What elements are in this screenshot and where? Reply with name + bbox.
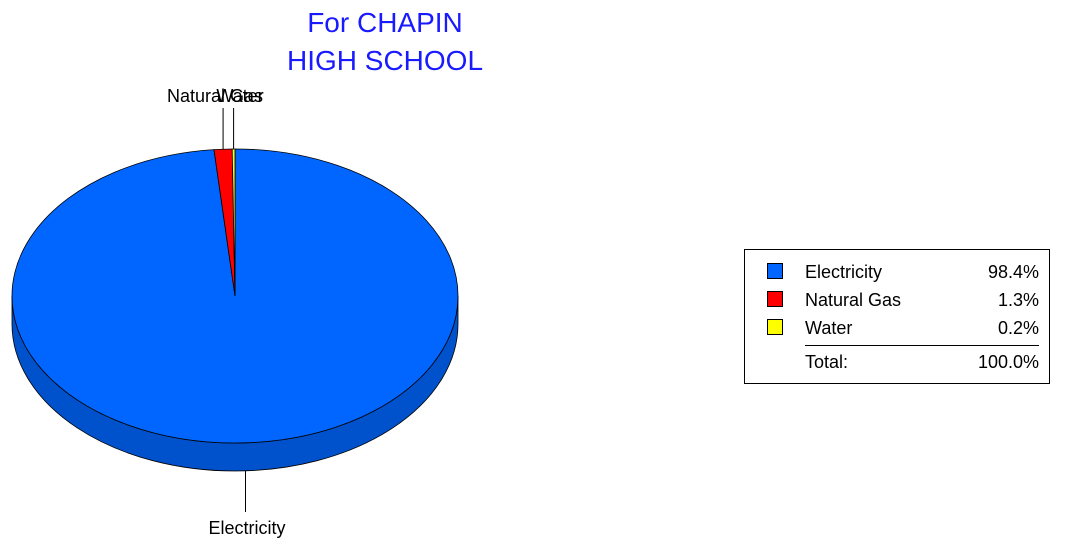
slice-label-natural-gas: Natural Gas bbox=[167, 86, 263, 106]
legend-divider bbox=[805, 345, 1039, 346]
legend-label-water: Water bbox=[805, 318, 853, 338]
legend-value-natural-gas: 1.3% bbox=[997, 290, 1039, 310]
chart-title-line-2: HIGH SCHOOL bbox=[287, 45, 483, 76]
legend-total-value: 100.0% bbox=[977, 352, 1039, 372]
legend-row-water: Water 0.2% bbox=[767, 316, 1039, 340]
legend-row-electricity: Electricity 98.4% bbox=[767, 260, 1039, 284]
slice-label-water: Water bbox=[216, 86, 263, 106]
slice-label-electricity: Electricity bbox=[208, 518, 285, 538]
legend-label-electricity: Electricity bbox=[805, 262, 883, 282]
legend: Electricity 98.4% Natural Gas 1.3% Water… bbox=[744, 249, 1050, 384]
legend-value-water: 0.2% bbox=[997, 318, 1039, 338]
legend-row-natural-gas: Natural Gas 1.3% bbox=[767, 288, 1039, 312]
pie-slice-water bbox=[231, 148, 236, 297]
legend-row-total: Total: 100.0% bbox=[767, 350, 1039, 374]
legend-swatch-water bbox=[767, 319, 783, 335]
legend-label-natural-gas: Natural Gas bbox=[805, 290, 902, 310]
legend-swatch-electricity bbox=[767, 263, 783, 279]
pie-top-group bbox=[11, 148, 459, 444]
pie-leader-lines bbox=[222, 108, 247, 512]
legend-value-electricity: 98.4% bbox=[987, 262, 1039, 282]
chart-title-line-1: For CHAPIN bbox=[307, 7, 463, 38]
legend-swatch-natural-gas bbox=[767, 291, 783, 307]
legend-total-label: Total: bbox=[805, 352, 849, 372]
